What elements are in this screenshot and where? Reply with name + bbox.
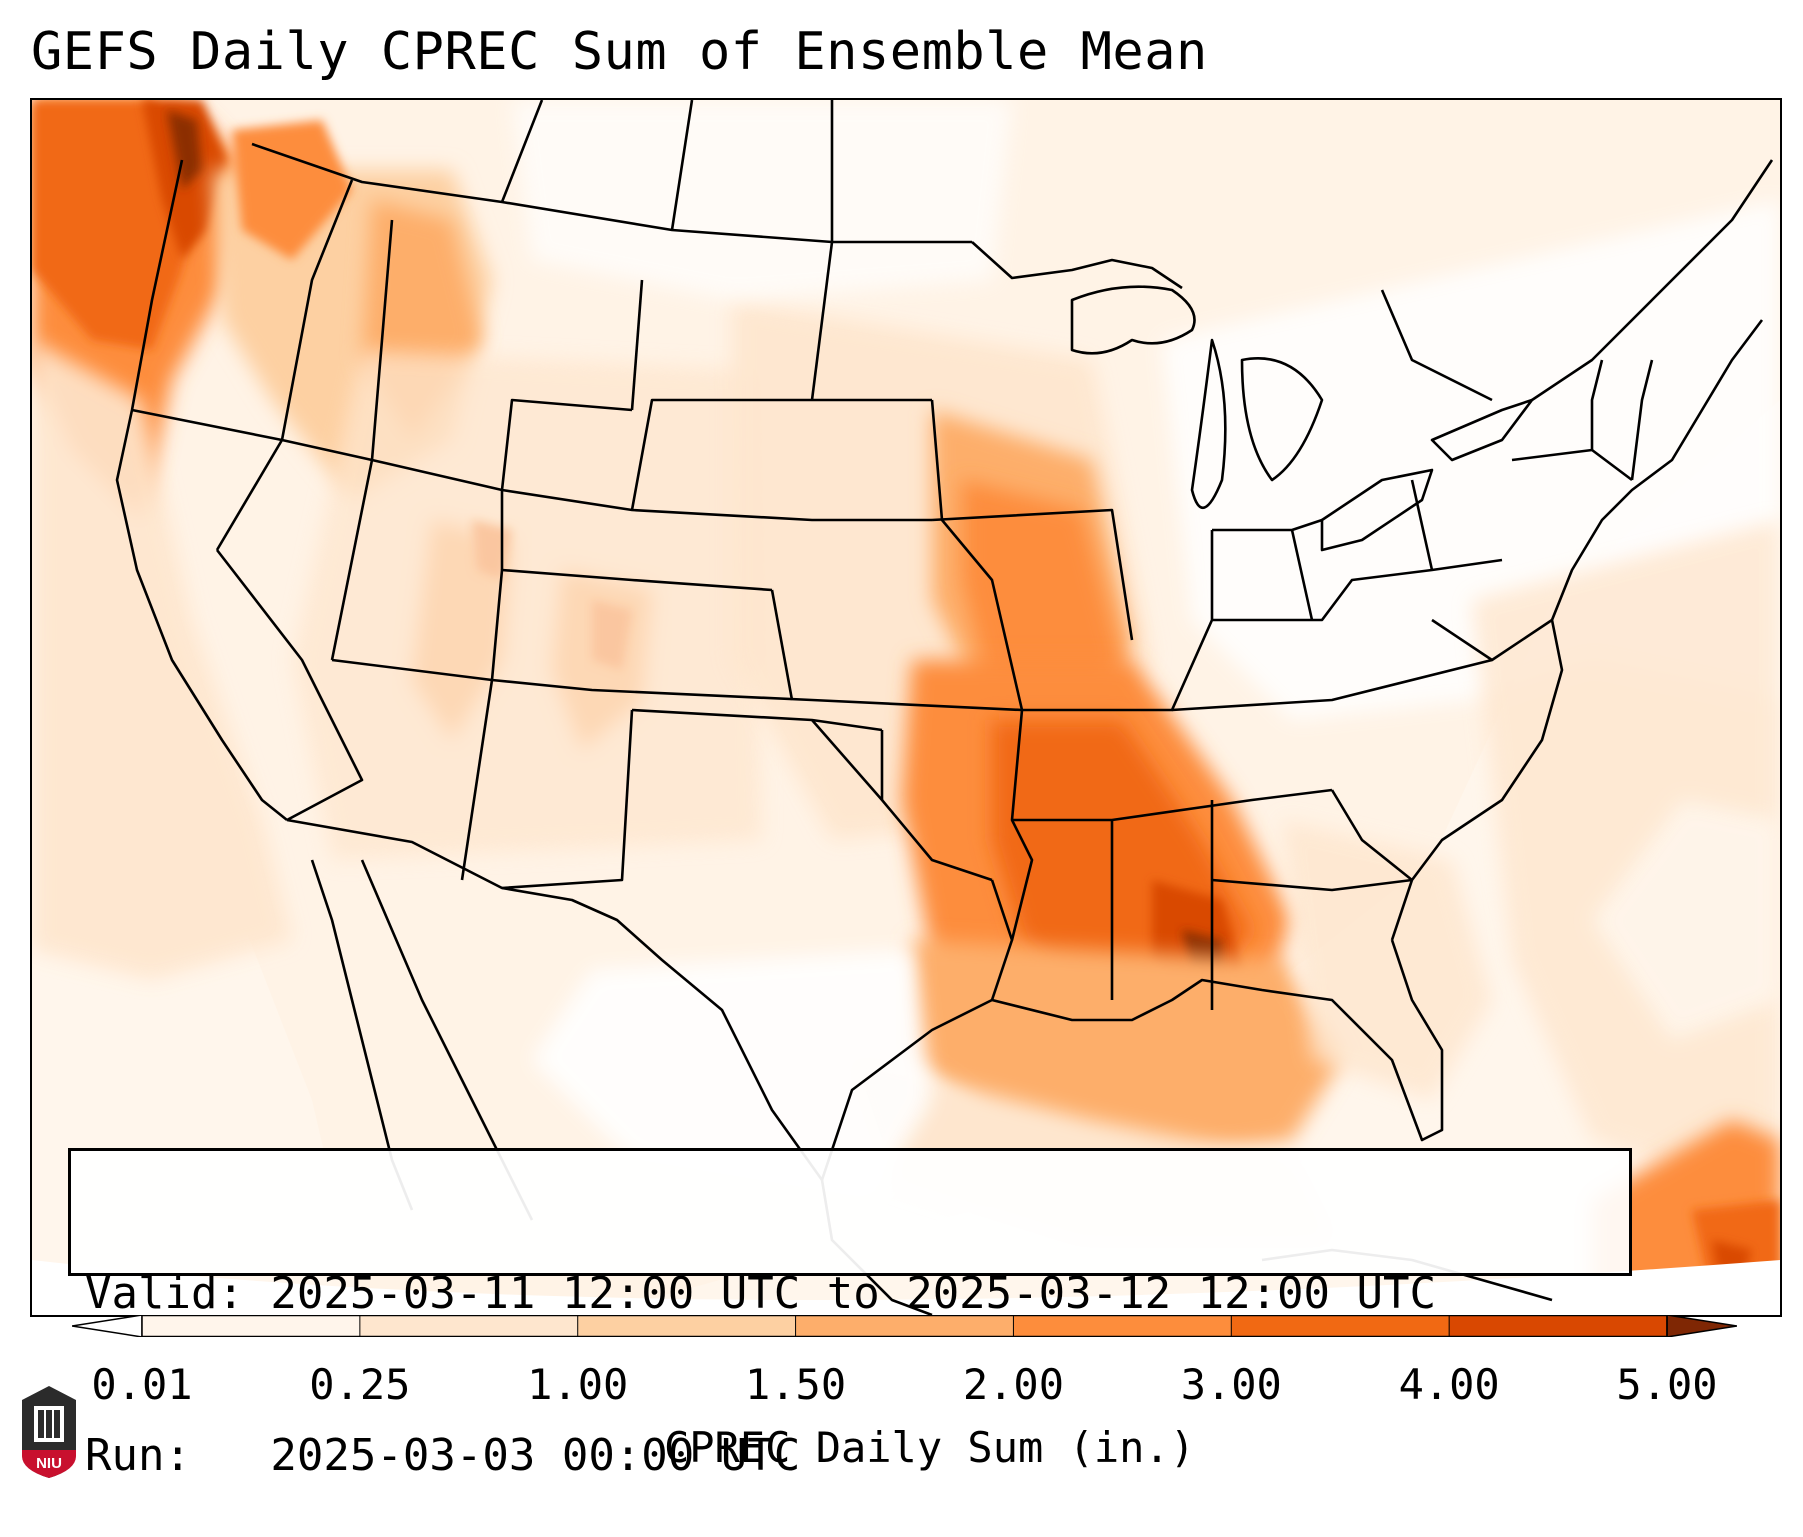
colorbar-tick-label: 2.00 xyxy=(962,1360,1064,1409)
colorbar-tick-label: 1.50 xyxy=(744,1360,847,1409)
run-time-text: Run: 2025-03-03 00:00 UTC xyxy=(85,1430,801,1481)
colorbar-segment xyxy=(1231,1315,1450,1337)
colorbar-segment xyxy=(142,1315,361,1337)
colorbar-tick-label: 1.00 xyxy=(527,1360,629,1409)
niu-logo: NIU xyxy=(22,1386,76,1478)
colorbar-under-arrow xyxy=(72,1315,143,1337)
colorbar-tick-label: 5.00 xyxy=(1616,1360,1718,1409)
precip-map xyxy=(30,98,1782,1317)
valid-run-info-box: Valid: 2025-03-11 12:00 UTC to 2025-03-1… xyxy=(68,1148,1632,1481)
niu-red-band xyxy=(22,1450,76,1478)
colorbar-tick-label: 0.25 xyxy=(309,1360,411,1409)
colorbar xyxy=(72,1315,1737,1337)
colorbar-tick-label: 0.01 xyxy=(91,1360,193,1409)
precip-map-svg xyxy=(32,100,1780,1315)
map-title: GEFS Daily CPREC Sum of Ensemble Mean xyxy=(31,22,1208,82)
colorbar-outline xyxy=(141,1315,1668,1337)
colorbar-segments xyxy=(141,1315,1668,1337)
colorbar-over-arrow xyxy=(1666,1315,1737,1337)
colorbar-segment xyxy=(359,1315,579,1337)
colorbar-segment xyxy=(795,1315,1014,1337)
colorbar-tick-label: 3.00 xyxy=(1180,1360,1282,1409)
precip-shading xyxy=(32,100,1780,1315)
colorbar-segment xyxy=(1449,1315,1668,1337)
colorbar-segment xyxy=(577,1315,797,1337)
colorbar-segment xyxy=(1013,1315,1232,1337)
colorbar-tick-label: 4.00 xyxy=(1398,1360,1500,1409)
colorbar-label-wrapper: CPREC Daily Sum (in.) xyxy=(0,1423,1803,1473)
niu-logo-text: NIU xyxy=(36,1455,62,1472)
valid-time-text: Valid: 2025-03-11 12:00 UTC to 2025-03-1… xyxy=(85,1268,1437,1319)
colorbar-label: CPREC Daily Sum (in.) xyxy=(663,1423,1195,1472)
